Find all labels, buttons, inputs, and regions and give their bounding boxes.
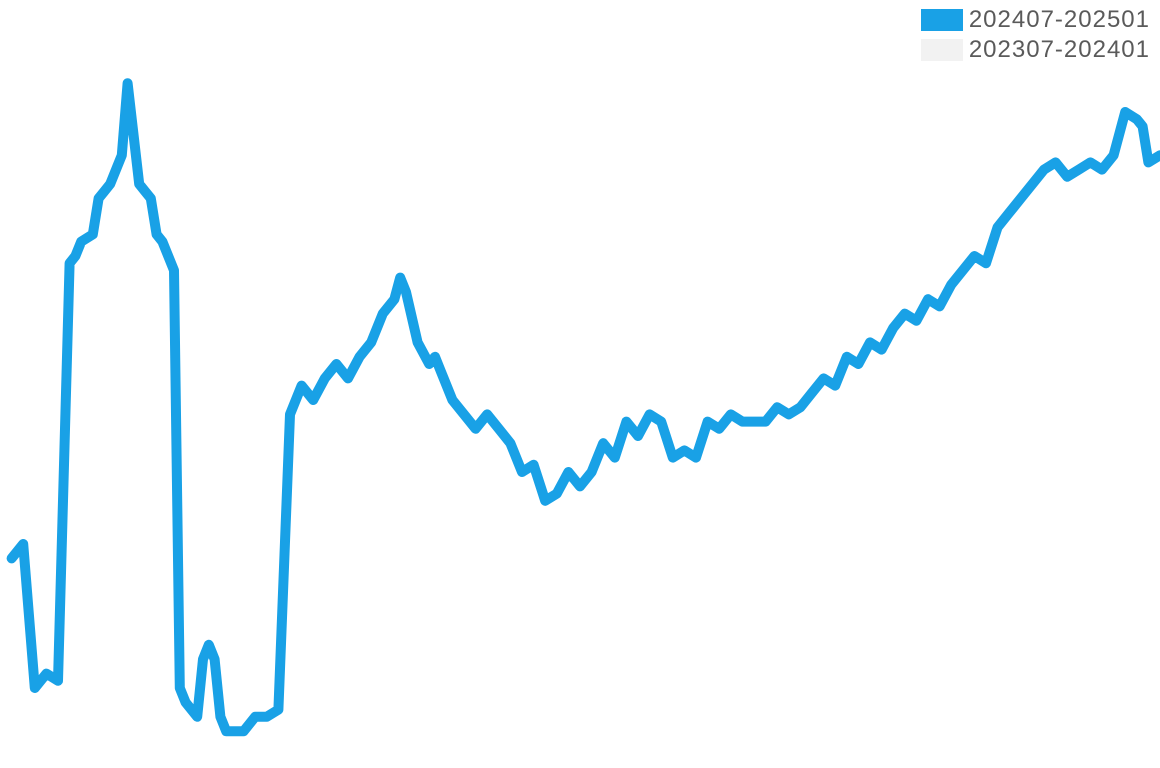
line-chart: 202407-202501 202307-202401 [0,0,1160,768]
legend-swatch [921,39,963,61]
legend-swatch [921,9,963,31]
legend: 202407-202501 202307-202401 [921,6,1150,64]
chart-canvas [0,0,1160,768]
legend-item: 202307-202401 [921,36,1150,64]
legend-label: 202307-202401 [969,36,1150,64]
legend-label: 202407-202501 [969,6,1150,34]
legend-item: 202407-202501 [921,6,1150,34]
